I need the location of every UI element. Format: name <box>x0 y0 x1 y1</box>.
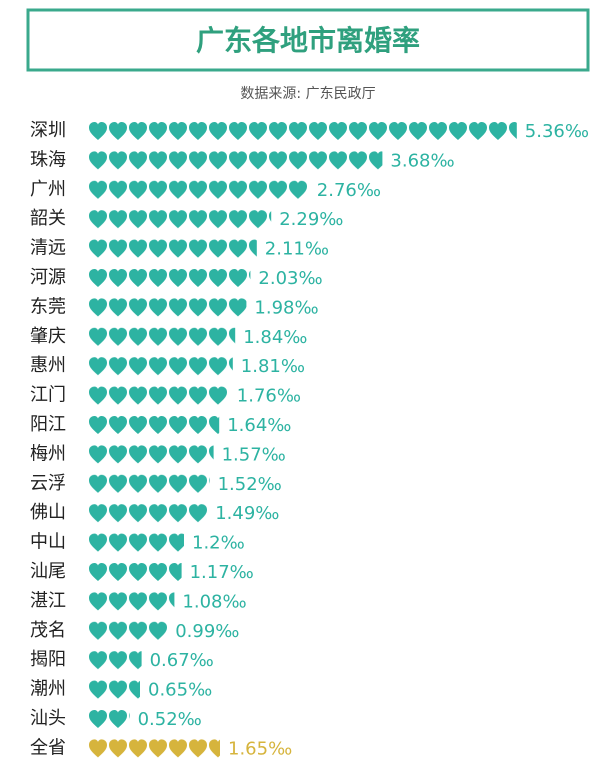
value-label: 0.67‰ <box>150 650 214 671</box>
category-label: 汕尾 <box>30 561 66 582</box>
value-label: 0.52‰ <box>138 709 202 730</box>
bar-group <box>88 296 247 319</box>
category-label: 揭阳 <box>30 649 66 670</box>
category-label: 广州 <box>30 179 66 200</box>
category-label: 云浮 <box>30 473 66 494</box>
value-label: 1.57‰ <box>222 444 286 465</box>
bar <box>88 355 233 378</box>
value-label: 1.84‰ <box>243 327 307 348</box>
category-label: 全省 <box>30 737 66 758</box>
bar <box>88 325 236 348</box>
bar <box>88 531 184 554</box>
category-label: 惠州 <box>30 355 66 376</box>
title-box <box>26 8 590 72</box>
bar <box>88 384 229 407</box>
bar-group <box>88 502 208 525</box>
bar-group <box>88 384 229 407</box>
bar-group <box>88 355 233 378</box>
bar-group <box>88 237 257 260</box>
bar-group <box>88 443 214 466</box>
bar <box>88 502 208 525</box>
category-label: 汕头 <box>30 708 66 729</box>
value-label: 1.17‰ <box>190 562 254 583</box>
category-label: 东莞 <box>30 296 66 317</box>
value-label: 3.68‰ <box>390 150 454 171</box>
value-label: 2.03‰ <box>258 268 322 289</box>
category-label: 佛山 <box>30 502 66 523</box>
value-label: 2.11‰ <box>265 239 329 260</box>
bar-group <box>88 737 220 760</box>
bar <box>88 737 220 760</box>
bar <box>88 120 517 142</box>
bar-group <box>88 619 168 642</box>
category-label: 茂名 <box>30 620 66 641</box>
bar-group <box>88 149 383 172</box>
value-label: 5.36‰ <box>525 121 589 142</box>
bar <box>88 178 309 201</box>
bar-group <box>88 678 140 701</box>
bar <box>88 414 220 436</box>
bar-group <box>88 267 251 289</box>
category-label: 湛江 <box>30 590 66 611</box>
bar <box>88 267 251 289</box>
bar-group <box>88 649 142 672</box>
category-label: 深圳 <box>30 120 66 141</box>
bar-group <box>88 708 130 730</box>
value-label: 1.52‰ <box>218 474 282 495</box>
bar <box>88 590 175 613</box>
bar-group <box>88 325 236 348</box>
category-label: 阳江 <box>30 414 66 435</box>
bar <box>88 708 130 730</box>
bar <box>88 443 214 466</box>
value-label: 2.29‰ <box>279 209 343 230</box>
value-label: 2.76‰ <box>317 180 381 201</box>
bar <box>88 649 142 672</box>
category-label: 中山 <box>30 532 66 553</box>
bar-group <box>88 120 517 142</box>
category-label: 珠海 <box>30 149 66 170</box>
value-label: 1.81‰ <box>241 356 305 377</box>
value-label: 1.98‰ <box>254 297 318 318</box>
bar-group <box>88 590 175 613</box>
category-label: 肇庆 <box>30 326 66 347</box>
bar-group <box>88 178 309 201</box>
value-label: 1.64‰ <box>227 415 291 436</box>
category-label: 潮州 <box>30 679 66 700</box>
bar-group <box>88 561 182 583</box>
category-label: 韶关 <box>30 208 66 229</box>
bar-group <box>88 531 184 554</box>
value-label: 1.08‰ <box>182 591 246 612</box>
value-label: 1.2‰ <box>192 533 245 554</box>
value-label: 1.49‰ <box>215 503 279 524</box>
category-label: 河源 <box>30 267 66 288</box>
value-label: 1.65‰ <box>228 738 292 759</box>
chart-subtitle: 数据来源: 广东民政厅 <box>240 86 375 102</box>
category-label: 清远 <box>30 238 66 259</box>
bar <box>88 237 257 260</box>
category-label: 梅州 <box>30 443 66 464</box>
bar <box>88 208 272 231</box>
value-label: 0.99‰ <box>175 621 239 642</box>
bar <box>88 149 383 172</box>
bar <box>88 678 140 701</box>
value-label: 1.76‰ <box>237 386 301 407</box>
chart-title: 广东各地市离婚率 <box>196 24 420 57</box>
value-label: 0.65‰ <box>148 680 212 701</box>
bar-group <box>88 208 272 231</box>
bar <box>88 472 210 495</box>
bar <box>88 619 168 642</box>
bar <box>88 561 182 583</box>
bar-group <box>88 414 220 436</box>
bar-group <box>88 472 210 495</box>
category-label: 江门 <box>30 385 66 406</box>
bar <box>88 296 247 319</box>
